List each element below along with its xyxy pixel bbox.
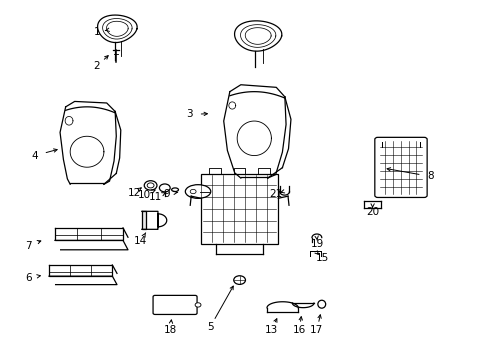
- Ellipse shape: [317, 300, 325, 308]
- Text: 18: 18: [163, 325, 177, 336]
- Bar: [201, 174, 278, 244]
- Text: 10: 10: [138, 190, 150, 200]
- Text: 2: 2: [93, 61, 100, 71]
- Text: 5: 5: [206, 322, 213, 332]
- Circle shape: [144, 181, 157, 190]
- Circle shape: [190, 189, 196, 194]
- Ellipse shape: [171, 188, 178, 192]
- Text: 21: 21: [269, 189, 283, 199]
- Text: 12: 12: [127, 188, 141, 198]
- Text: 1: 1: [93, 27, 100, 37]
- Text: 4: 4: [32, 150, 39, 161]
- Text: 14: 14: [134, 236, 147, 246]
- Text: 19: 19: [310, 239, 324, 249]
- Text: 13: 13: [264, 325, 278, 336]
- Text: 7: 7: [25, 240, 32, 251]
- Text: 9: 9: [163, 189, 169, 199]
- Circle shape: [233, 276, 245, 284]
- Circle shape: [159, 184, 170, 192]
- Text: 11: 11: [148, 192, 162, 202]
- Ellipse shape: [185, 185, 210, 198]
- Text: 20: 20: [366, 207, 378, 217]
- Circle shape: [195, 303, 201, 307]
- FancyBboxPatch shape: [153, 295, 197, 315]
- Text: 15: 15: [315, 253, 329, 264]
- Text: 16: 16: [292, 325, 305, 336]
- Polygon shape: [142, 211, 145, 229]
- Text: 6: 6: [25, 273, 32, 283]
- Text: 3: 3: [186, 109, 193, 120]
- Circle shape: [147, 183, 154, 188]
- FancyBboxPatch shape: [374, 137, 427, 197]
- Text: 17: 17: [309, 325, 323, 336]
- Text: 8: 8: [426, 171, 433, 181]
